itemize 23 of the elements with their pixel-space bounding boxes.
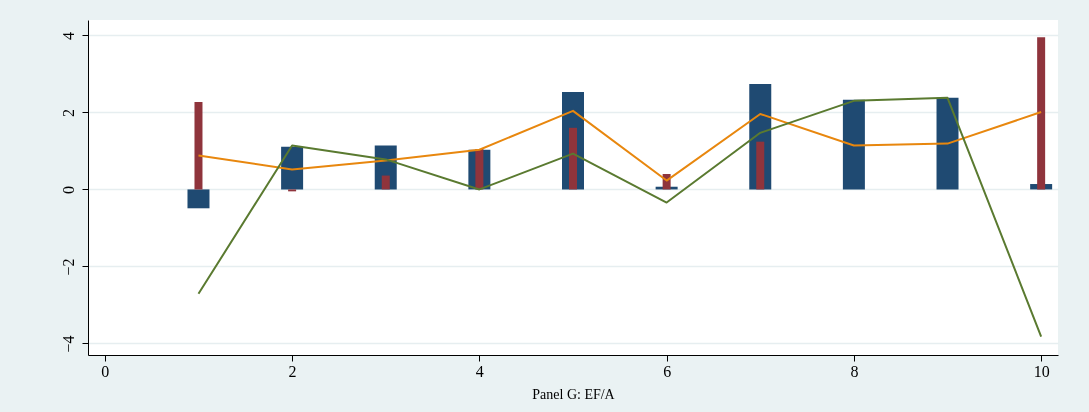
bar [381,175,390,190]
x-tick-label: 0 [101,362,110,380]
y-tick-label: 4 [59,31,77,40]
line-series [197,96,1043,338]
bar [475,148,484,190]
x-axis-title: Panel G: EF/A [532,386,616,402]
bar [569,127,577,190]
x-tick-label: 4 [475,362,484,380]
y-tick-label: 0 [59,185,77,194]
bar [194,102,203,190]
bar [842,99,865,190]
x-tick-label: 6 [663,362,672,380]
x-tick-label: 2 [288,362,297,380]
bar [756,141,765,190]
y-tick-label: −4 [59,335,77,353]
bar [187,189,210,209]
x-tick-label: 8 [850,362,859,380]
bar [1037,37,1046,190]
y-tick-label: 2 [59,108,77,117]
y-tick-label: −2 [59,258,77,276]
x-tick-label: 10 [1033,362,1050,380]
line-series [197,109,1043,182]
bar [936,97,959,190]
